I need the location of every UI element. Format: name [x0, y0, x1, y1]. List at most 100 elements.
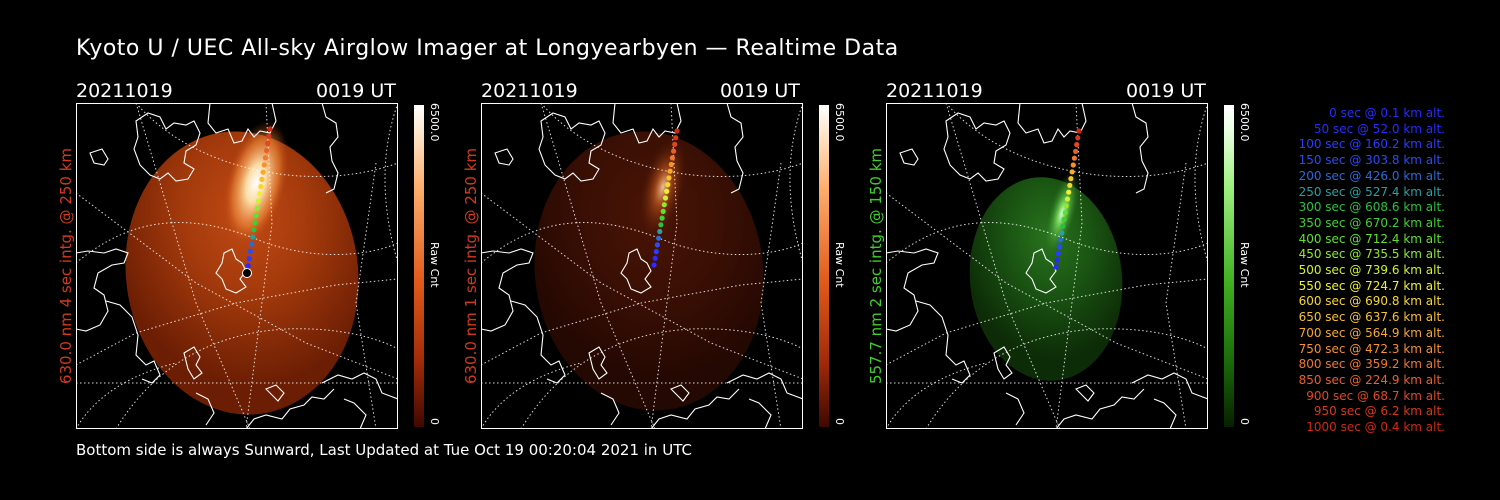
- trajectory-point: [1054, 257, 1060, 263]
- trajectory-point: [651, 262, 657, 268]
- trajectory-point: [662, 195, 669, 201]
- legend-entry: 50 sec @ 52.0 km alt.: [1313, 121, 1445, 136]
- trajectory-point: [1060, 223, 1066, 229]
- legend-entry: 200 sec @ 426.0 km alt.: [1298, 168, 1445, 183]
- legend-entry: 450 sec @ 735.5 km alt.: [1298, 247, 1445, 262]
- trajectory-point: [674, 128, 680, 134]
- trajectory-point: [259, 176, 265, 182]
- legend-entry: 650 sec @ 637.6 km alt.: [1298, 310, 1445, 325]
- legend-entry: 350 sec @ 670.2 km alt.: [1298, 215, 1445, 230]
- trajectory-point: [657, 228, 663, 235]
- trajectory-point: [265, 140, 271, 146]
- legend-entry: 100 sec @ 160.2 km alt.: [1298, 137, 1445, 152]
- trajectory-point: [1058, 237, 1064, 243]
- trajectory-point: [250, 234, 256, 240]
- coastlines: [481, 103, 803, 429]
- panel-date: 20211019: [481, 80, 578, 102]
- coastlines: [886, 103, 1208, 429]
- trajectory-point: [1063, 203, 1069, 209]
- airglow-emission-region: [534, 131, 764, 411]
- legend-entry: 400 sec @ 712.4 km alt.: [1298, 231, 1445, 246]
- trajectory-point: [242, 268, 252, 278]
- legend-entry: 800 sec @ 359.2 km alt.: [1298, 357, 1445, 372]
- legend-entry: 750 sec @ 472.3 km alt.: [1298, 341, 1445, 356]
- allsky-map-image: [886, 103, 1208, 429]
- trajectory-point: [247, 248, 253, 254]
- trajectory-point: [252, 220, 258, 226]
- airglow-bright-core: [223, 120, 289, 246]
- trajectory-point: [665, 182, 671, 188]
- panel-date: 20211019: [886, 80, 983, 102]
- legend-entry: 300 sec @ 608.6 km alt.: [1298, 200, 1445, 215]
- trajectory-point: [667, 168, 673, 174]
- panel-wavelength-label: 557.7 nm 2 sec intg. @ 150 km: [867, 147, 885, 385]
- trajectory-legend: 0 sec @ 0.1 km alt. 50 sec @ 52.0 km alt.…: [1250, 106, 1445, 436]
- trajectory-point: [1073, 148, 1079, 154]
- trajectory-point: [1064, 196, 1071, 202]
- trajectory-point: [673, 135, 679, 141]
- legend-entry: 500 sec @ 739.6 km alt.: [1298, 263, 1445, 278]
- legend-entry: 950 sec @ 6.2 km alt.: [1313, 404, 1445, 419]
- legend-entry: 700 sec @ 564.9 km alt.: [1298, 325, 1445, 340]
- trajectory-point: [1076, 128, 1082, 134]
- trajectory-point: [660, 208, 666, 214]
- trajectory-point: [1061, 216, 1067, 222]
- trajectory-point: [653, 249, 659, 255]
- legend-entry: 850 sec @ 224.9 km alt.: [1298, 372, 1445, 387]
- trajectory-point: [666, 175, 672, 181]
- panel-frame: [76, 103, 398, 429]
- colorbar: [414, 105, 424, 427]
- legend-entry: 0 sec @ 0.1 km alt.: [1329, 106, 1445, 120]
- rocket-trajectory: [1053, 128, 1082, 270]
- rocket-trajectory: [651, 128, 680, 268]
- trajectory-point: [1068, 176, 1074, 182]
- legend-entry: 1000 sec @ 0.4 km alt.: [1306, 420, 1445, 435]
- trajectory-point: [1056, 244, 1062, 250]
- panel-time: 0019 UT: [1126, 80, 1206, 102]
- trajectory-point: [249, 241, 255, 247]
- lat-lon-grid: [481, 103, 803, 429]
- trajectory-point: [668, 161, 674, 168]
- legend-entry: 900 sec @ 68.7 km alt.: [1306, 388, 1445, 403]
- trajectory-point: [669, 155, 675, 161]
- legend-entry: 600 sec @ 690.8 km alt.: [1298, 294, 1445, 309]
- trajectory-point: [1074, 142, 1080, 148]
- trajectory-point: [1055, 250, 1061, 256]
- rocket-trajectory: [242, 126, 273, 278]
- trajectory-point: [246, 256, 252, 262]
- legend-entry: 250 sec @ 527.4 km alt.: [1298, 184, 1445, 199]
- trajectory-point: [257, 191, 263, 197]
- trajectory-point: [251, 227, 257, 233]
- trajectory-point: [253, 212, 259, 218]
- colorbar-max-label: 6500.0: [428, 103, 441, 142]
- trajectory-point: [661, 202, 667, 208]
- page-title: Kyoto U / UEC All-sky Airglow Imager at …: [76, 36, 899, 61]
- trajectory-point: [266, 133, 272, 139]
- footer-note: Bottom side is always Sunward, Last Upda…: [76, 441, 692, 459]
- trajectory-point: [262, 155, 268, 161]
- allsky-map-image: [76, 103, 398, 429]
- colorbar-zero-label: 0: [428, 418, 441, 425]
- trajectory-point: [1067, 182, 1073, 188]
- trajectory-point: [1075, 135, 1081, 141]
- trajectory-point: [1066, 189, 1072, 195]
- trajectory-point: [656, 235, 662, 241]
- trajectory-point: [260, 169, 266, 175]
- panel-date: 20211019: [76, 80, 173, 102]
- panel-frame: [886, 103, 1208, 429]
- colorbar-max-label: 6500.0: [833, 103, 846, 142]
- trajectory-point: [1069, 169, 1075, 175]
- trajectory-point: [1070, 162, 1076, 168]
- colorbar-zero-label: 0: [833, 418, 846, 425]
- legend-entry: 150 sec @ 303.8 km alt.: [1298, 153, 1445, 168]
- trajectory-point: [658, 222, 664, 228]
- airglow-emission-region: [969, 177, 1123, 381]
- trajectory-point: [261, 162, 267, 168]
- trajectory-point: [254, 205, 260, 211]
- allsky-map-image: [481, 103, 803, 429]
- colorbar-unit-label: Raw Cnt: [833, 242, 846, 288]
- trajectory-point: [267, 126, 273, 132]
- colorbar-unit-label: Raw Cnt: [428, 242, 441, 288]
- trajectory-point: [1062, 210, 1068, 216]
- trajectory-point: [1071, 155, 1077, 161]
